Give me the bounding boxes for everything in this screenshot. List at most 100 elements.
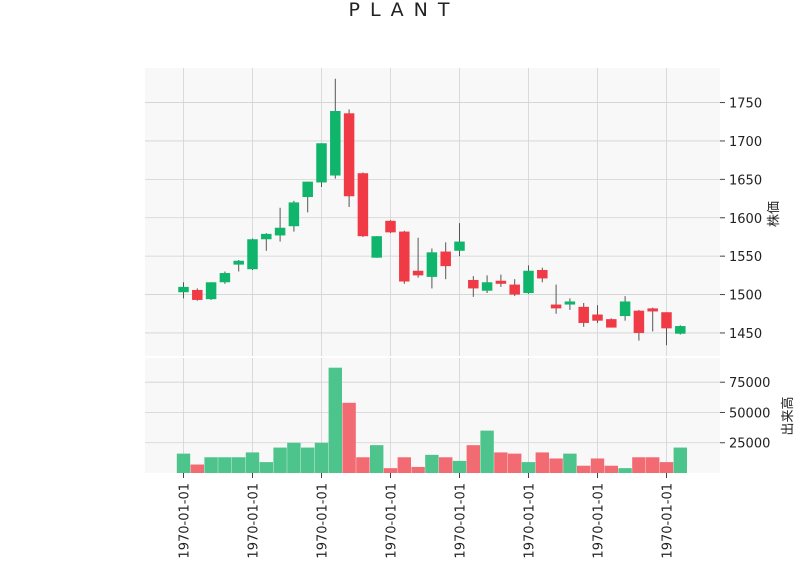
volume-bar-down [604, 465, 618, 473]
candle-body-down [592, 314, 603, 321]
candle-body-down [495, 280, 507, 284]
volume-bar-up [328, 367, 342, 473]
volume-bar-up [563, 453, 577, 473]
volume-bar-down [659, 462, 674, 473]
volume-bar-up [452, 460, 467, 473]
candle-body-up [302, 181, 313, 198]
volume-bar-down [397, 457, 411, 473]
candle-body-down [550, 304, 562, 309]
price-tick-label: 1750 [729, 97, 762, 112]
x-tick-label: 1970-01-01 [592, 483, 607, 559]
volume-bar-up [425, 454, 439, 473]
volume-panel-background [145, 358, 720, 473]
price-tick-label: 1450 [729, 327, 762, 342]
candlesticks [178, 78, 686, 346]
candle-body-down [468, 279, 479, 289]
volume-bar-up [314, 442, 329, 473]
volume-bar-up [480, 430, 494, 473]
candle-body-up [330, 111, 341, 176]
candle-body-down [606, 319, 617, 328]
candle-body-down [661, 312, 672, 329]
x-tick-label: 1970-01-01 [523, 483, 538, 559]
price-axis-label: 株価 [767, 201, 782, 227]
volume-bar-down [535, 452, 549, 473]
volume-bar-down [590, 458, 605, 473]
volume-bar-down [494, 452, 508, 473]
price-tick-label: 1550 [729, 250, 762, 265]
volume-bar-up [370, 445, 384, 473]
chart-title: P L A N T [348, 0, 451, 21]
candle-body-down [385, 220, 396, 233]
volume-bar-down [577, 465, 591, 473]
volume-bar-down [646, 457, 660, 473]
candle-body-up [316, 143, 327, 183]
volume-axis-label: 出来高 [780, 396, 796, 435]
candle-body-down [357, 173, 369, 237]
volume-bar-down [632, 457, 646, 473]
price-tick-label: 1500 [729, 289, 762, 304]
candle-body-up [675, 326, 686, 334]
x-tick-label: 1970-01-01 [178, 483, 193, 559]
candle-body-down [343, 113, 355, 197]
candle-body-up [426, 252, 438, 277]
volume-bar-up [273, 447, 287, 473]
volume-bar-down [342, 402, 356, 473]
candle-body-down [509, 284, 520, 295]
candle-body-down [412, 270, 424, 276]
volume-bars [176, 367, 687, 473]
price-tick-label: 1650 [729, 173, 762, 188]
volume-bar-up [245, 452, 260, 473]
axes: 1450 1500 1550 1600 1650 1700 1750 25000 50000 75… [178, 97, 771, 559]
candle-body-down [399, 231, 410, 282]
volume-bar-up [301, 447, 315, 473]
volume-bar-up [176, 453, 191, 473]
candle-body-up [371, 236, 382, 258]
candle-body-up [523, 270, 534, 294]
volume-bar-up [618, 468, 632, 473]
candle-body-down [192, 289, 203, 300]
volume-bar-down [549, 458, 563, 473]
volume-bar-up [287, 442, 301, 473]
volume-tick-label: 50000 [729, 406, 770, 421]
volume-bar-up [218, 457, 232, 473]
candle-body-down [578, 306, 589, 323]
volume-tick-label: 75000 [729, 376, 770, 391]
x-tick-label: 1970-01-01 [454, 483, 469, 559]
candle-body-up [261, 233, 272, 240]
volume-bar-down [383, 468, 398, 473]
volume-bar-down [439, 457, 453, 473]
candle-body-down [647, 308, 658, 312]
candle-body-up [619, 301, 631, 317]
candle-body-up [481, 282, 493, 291]
candle-body-down [440, 251, 451, 267]
candle-body-up [274, 227, 286, 236]
candle-body-up [233, 260, 244, 265]
x-tick-label: 1970-01-01 [247, 483, 262, 559]
x-tick-label: 1970-01-01 [385, 483, 400, 559]
volume-bar-up [521, 462, 536, 473]
volume-bar-up [259, 462, 273, 473]
volume-bar-down [190, 464, 204, 473]
candle-body-up [205, 282, 217, 300]
candle-body-up [454, 241, 465, 251]
volume-bar-down [466, 445, 480, 473]
candle-body-up [178, 286, 189, 293]
volume-bar-down [508, 453, 522, 473]
x-tick-label: 1970-01-01 [316, 483, 331, 559]
volume-bar-up [204, 457, 218, 473]
volume-bar-down [411, 466, 425, 473]
volume-bar-down [356, 457, 370, 473]
candle-body-down [537, 269, 548, 279]
volume-bar-up [673, 447, 687, 473]
candle-body-up [564, 301, 576, 305]
volume-tick-label: 25000 [729, 437, 770, 452]
x-tick-label: 1970-01-01 [661, 483, 676, 559]
price-tick-label: 1700 [729, 135, 762, 150]
candle-body-up [247, 239, 258, 270]
price-tick-label: 1600 [729, 212, 762, 227]
volume-bar-up [232, 457, 246, 473]
candle-body-up [288, 202, 300, 227]
candle-body-down [633, 310, 645, 333]
